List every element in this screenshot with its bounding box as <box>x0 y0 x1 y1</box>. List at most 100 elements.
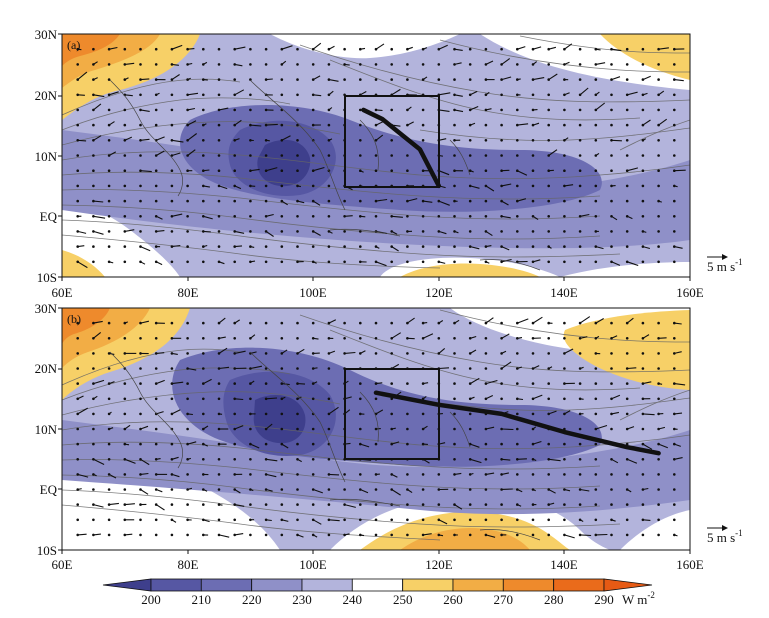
wind-vector-dot <box>594 215 598 218</box>
wind-vector-arrow <box>344 504 356 508</box>
wind-vector-arrow <box>156 352 165 354</box>
wind-vector-dot <box>657 488 660 491</box>
wind-vector-arrow <box>187 77 191 81</box>
wind-vector-arrow <box>517 366 522 370</box>
wind-vector-dot <box>327 488 331 491</box>
wind-vector-dot <box>374 518 378 522</box>
wind-vector-dot <box>610 427 613 431</box>
wind-vector-dot <box>170 397 174 401</box>
wind-vector-dot <box>468 412 472 416</box>
wind-vector-arrow <box>328 138 333 141</box>
wind-vector-dot <box>327 215 331 218</box>
wind-vector-arrow <box>187 367 197 371</box>
wind-vector-arrow <box>485 245 492 248</box>
wind-vector-arrow <box>532 46 542 50</box>
wind-vector-dot <box>327 260 331 264</box>
wind-vector-dot <box>343 230 346 233</box>
wind-vector-dot <box>280 123 284 127</box>
wind-vector-arrow <box>438 44 448 50</box>
wind-vector-dot <box>217 230 221 233</box>
wind-vector-dot <box>594 199 598 203</box>
panel-b-reference-vector: 5 m s-1 <box>707 525 743 545</box>
wind-vector-dot <box>374 488 378 491</box>
wind-vector-dot <box>516 139 519 142</box>
wind-vector-dot <box>625 63 629 66</box>
wind-vector-dot <box>107 245 111 248</box>
wind-vector-dot <box>327 199 331 203</box>
lat-label-b-10n: 10N <box>35 422 58 437</box>
wind-vector-dot <box>563 382 566 385</box>
wind-vector-dot <box>139 184 142 188</box>
wind-vector-dot <box>594 442 598 446</box>
wind-vector-arrow <box>470 443 480 448</box>
wind-vector-dot <box>249 230 252 233</box>
wind-vector-dot <box>390 352 394 355</box>
wind-vector-dot <box>468 533 472 537</box>
wind-vector-dot <box>359 108 362 112</box>
wind-vector-dot <box>390 382 394 385</box>
wind-vector-dot <box>359 123 362 127</box>
wind-vector-arrow <box>642 519 651 521</box>
wind-vector-dot <box>594 139 598 142</box>
wind-vector-dot <box>468 154 472 157</box>
wind-vector-dot <box>641 473 645 476</box>
wind-vector-arrow <box>93 77 98 81</box>
wind-vector-dot <box>421 230 425 233</box>
wind-vector-dot <box>233 260 236 264</box>
wind-vector-dot <box>217 199 221 203</box>
wind-vector-arrow <box>407 46 413 50</box>
wind-vector-arrow <box>642 487 649 491</box>
wind-vector-arrow <box>674 443 681 447</box>
wind-vector-dot <box>249 47 252 51</box>
wind-vector-arrow <box>171 74 180 81</box>
wind-vector-dot <box>578 382 582 385</box>
wind-vector-dot <box>359 473 362 476</box>
wind-vector-dot <box>92 260 95 264</box>
wind-vector-dot <box>578 473 582 476</box>
wind-vector-dot <box>123 397 127 401</box>
lat-label-a-30n: 30N <box>35 27 58 42</box>
wind-vector-arrow <box>124 503 135 506</box>
wind-vector-arrow <box>438 519 448 525</box>
wind-vector-dot <box>516 382 519 385</box>
wind-vector-arrow <box>454 62 462 65</box>
wind-vector-dot <box>547 260 550 264</box>
wind-vector-dot <box>641 47 645 51</box>
wind-vector-dot <box>123 215 127 218</box>
wind-vector-arrow <box>548 502 555 506</box>
wind-vector-dot <box>123 412 127 416</box>
wind-vector-dot <box>202 108 205 112</box>
wind-vector-dot <box>170 199 174 203</box>
wind-vector-arrow <box>203 230 211 233</box>
wind-vector-dot <box>578 184 582 188</box>
wind-vector-arrow <box>312 230 321 236</box>
wind-vector-arrow <box>517 198 527 202</box>
wind-vector-arrow <box>564 43 573 50</box>
wind-vector-dot <box>563 321 566 325</box>
wind-vector-arrow <box>470 472 474 475</box>
wind-vector-arrow <box>140 458 150 466</box>
wind-vector-arrow <box>108 473 117 479</box>
lat-label-a-10s: 10S <box>37 270 57 285</box>
wind-vector-dot <box>107 139 111 142</box>
wind-vector-dot <box>233 78 236 81</box>
wind-vector-dot <box>76 337 79 340</box>
wind-vector-dot <box>170 503 174 506</box>
wind-vector-arrow <box>93 458 105 465</box>
wind-vector-arrow <box>93 103 102 111</box>
wind-vector-dot <box>249 427 252 431</box>
wind-vector-dot <box>296 169 299 172</box>
wind-vector-dot <box>578 139 582 142</box>
wind-vector-arrow <box>674 169 686 172</box>
wind-vector-dot <box>264 199 268 203</box>
wind-vector-arrow <box>250 246 255 248</box>
wind-vector-dot <box>343 518 346 522</box>
wind-vector-arrow <box>579 316 591 324</box>
wind-vector-dot <box>390 47 394 51</box>
wind-vector-dot <box>374 215 378 218</box>
wind-vector-dot <box>406 154 409 157</box>
wind-vector-dot <box>468 260 472 264</box>
wind-vector-dot <box>343 473 346 476</box>
wind-vector-dot <box>563 458 566 461</box>
wind-vector-dot <box>641 108 645 112</box>
